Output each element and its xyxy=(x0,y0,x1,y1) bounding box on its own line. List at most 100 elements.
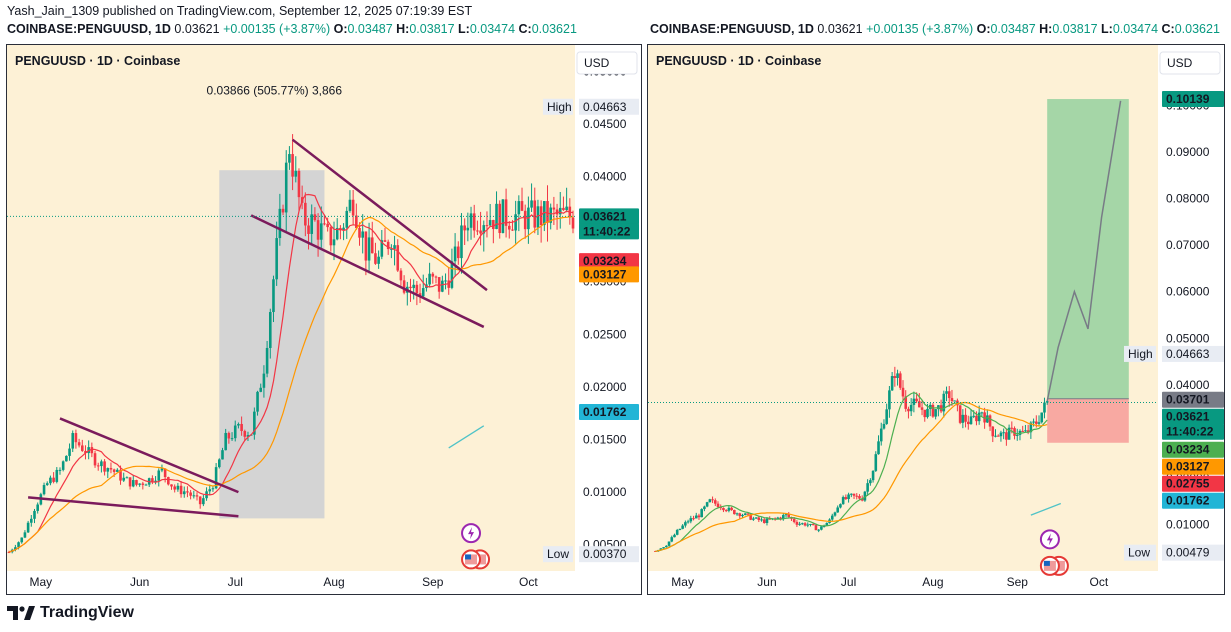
ma-slow-line xyxy=(8,216,573,553)
candle-body xyxy=(119,469,122,481)
candle-body xyxy=(983,412,986,423)
candle-body xyxy=(237,423,240,426)
candle-body xyxy=(694,515,698,519)
publisher-line: Yash_Jain_1309 published on TradingView.… xyxy=(7,4,473,18)
countdown-tag-bg xyxy=(1162,423,1224,440)
candle-body xyxy=(68,448,71,456)
candle-body xyxy=(977,412,981,422)
candle-body xyxy=(1010,427,1014,429)
candle-body xyxy=(351,199,355,216)
candle-body xyxy=(958,405,962,423)
candle-body xyxy=(227,432,231,439)
high-label-bg xyxy=(1124,345,1156,362)
candle-body xyxy=(964,414,967,422)
time-axis-background xyxy=(7,571,575,594)
candle-body xyxy=(571,217,575,229)
candle-body xyxy=(988,415,992,427)
c-label: C: xyxy=(1161,22,1175,36)
candle-body xyxy=(278,208,282,239)
ma-fast-tag: 0.03234 xyxy=(583,254,627,268)
x-tick-label: Jul xyxy=(228,575,243,589)
candle-body xyxy=(947,391,951,399)
candle-body xyxy=(65,455,68,462)
y-tick-label: 0.04500 xyxy=(583,117,627,131)
candle-body xyxy=(441,280,444,292)
ma-fast-tag-bg xyxy=(579,253,639,270)
candle-body xyxy=(125,477,129,479)
candle-body xyxy=(520,201,524,211)
ma-slow-line xyxy=(655,401,1048,552)
extra-value-tag: 0.01762 xyxy=(583,405,627,419)
candle-body xyxy=(665,545,668,548)
tradingview-logo[interactable]: TradingView xyxy=(7,604,134,622)
candle-body xyxy=(1040,412,1044,423)
candle-body xyxy=(999,432,1003,437)
candle-body xyxy=(724,510,728,512)
candle-body xyxy=(901,387,905,397)
candle-body xyxy=(1013,428,1016,436)
target-tag: 0.10139 xyxy=(1166,92,1210,106)
candle-body xyxy=(316,220,320,240)
entry-tag: 0.03701 xyxy=(1166,393,1210,407)
candle-body xyxy=(1021,430,1024,432)
chart-left[interactable]: 0.03866 (505.77%) 3,8660.050000.045000.0… xyxy=(6,44,642,595)
change: +0.00135 (+3.87%) xyxy=(223,22,331,36)
candle-body xyxy=(326,223,329,228)
c-value: 0.03621 xyxy=(531,22,577,36)
candle-body xyxy=(7,552,11,554)
candle-body xyxy=(562,207,565,211)
candle-body xyxy=(833,512,837,516)
candle-body xyxy=(667,541,671,546)
chart-title: PENGUUSD · 1D · Coinbase xyxy=(656,54,821,68)
chart-right-svg: 0.110000.100000.090000.080000.070000.060… xyxy=(648,45,1224,594)
candle-body xyxy=(711,499,714,501)
cyan-segment xyxy=(1030,502,1062,516)
candle-body xyxy=(71,433,75,449)
candle-body xyxy=(332,239,336,246)
candle-body xyxy=(795,522,799,525)
candle-body xyxy=(909,404,913,412)
candle-body xyxy=(186,491,189,493)
last-price-tag-bg xyxy=(1162,408,1224,425)
l-label: L: xyxy=(458,22,470,36)
candle-body xyxy=(994,435,997,437)
candle-body xyxy=(754,517,758,519)
high-value-bg xyxy=(1162,345,1224,362)
candle-body xyxy=(211,488,215,490)
candle-body xyxy=(329,227,333,246)
candle-body xyxy=(307,225,310,234)
candle-body xyxy=(160,468,164,471)
candle-body xyxy=(809,523,812,525)
low-value-bg xyxy=(1162,544,1224,561)
symbol: COINBASE:PENGUUSD, 1D xyxy=(7,22,171,36)
candle-body xyxy=(243,431,247,437)
candle-body xyxy=(431,273,435,277)
candle-body xyxy=(84,450,87,454)
candle-body xyxy=(1029,422,1033,433)
candle-body xyxy=(803,523,807,526)
low-value-bg xyxy=(579,546,639,563)
currency-label: USD xyxy=(584,56,610,70)
candle-body xyxy=(393,245,396,249)
ma-green-line xyxy=(655,391,1048,552)
ma-fast-tag-bg xyxy=(1162,441,1224,458)
lightning-bolt xyxy=(468,527,475,540)
low-label: Low xyxy=(547,547,569,561)
candle-body xyxy=(678,528,682,530)
chart-left-svg: 0.03866 (505.77%) 3,8660.050000.045000.0… xyxy=(7,45,641,594)
high-label: High xyxy=(1128,347,1153,361)
x-tick-label: Aug xyxy=(323,575,344,589)
candle-body xyxy=(741,514,744,517)
candle-body xyxy=(713,500,717,504)
wedge2-lower-line xyxy=(250,214,485,329)
h-label: H: xyxy=(396,22,410,36)
h-label: H: xyxy=(1039,22,1053,36)
candle-body xyxy=(782,515,785,519)
candle-body xyxy=(304,202,307,226)
chart-right[interactable]: 0.110000.100000.090000.080000.070000.060… xyxy=(647,44,1225,595)
candle-body xyxy=(727,507,731,511)
candle-body xyxy=(358,227,361,238)
candle-body xyxy=(697,515,701,518)
candle-body xyxy=(920,407,924,410)
candle-body xyxy=(151,478,154,482)
